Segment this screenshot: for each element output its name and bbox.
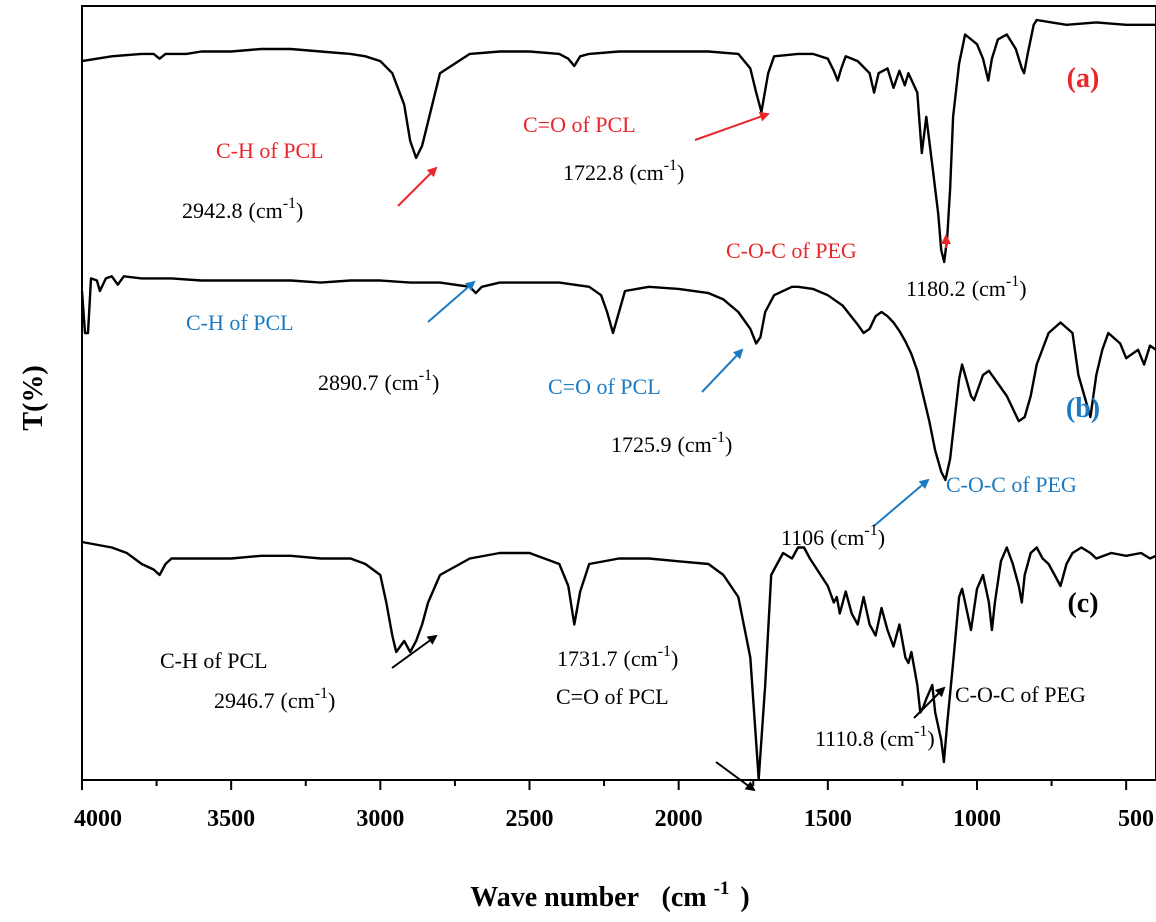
annotation-13: C-H of PCL — [160, 648, 268, 673]
annotation-8-unit-sup: -1 — [419, 367, 432, 384]
annotation-13-text: C-H of PCL — [160, 648, 268, 673]
x-axis-title-unit: (cm — [662, 882, 707, 913]
annotation-15-unit-close: ) — [671, 646, 678, 671]
annotation-5: C-O-C of PEG — [726, 238, 857, 263]
annotation-14-unit-sup: -1 — [315, 685, 328, 702]
annotation-8-unit: (cm — [385, 370, 419, 395]
trace-line-1 — [81, 18, 1156, 264]
annotation-4-text: 1722.8 — [563, 160, 624, 185]
trace-label-3: (c) — [1067, 588, 1098, 619]
annotation-arrow-6 — [873, 478, 930, 527]
annotation-12-text: 1106 — [781, 525, 824, 550]
annotation-12-unit-sup: -1 — [864, 522, 877, 539]
annotation-15: 1731.7 (cm-1) — [557, 643, 678, 671]
x-tick-label-1000: 1000 — [953, 806, 1001, 832]
annotation-14-unit: (cm — [281, 688, 315, 713]
annotation-12-unit: (cm — [830, 525, 864, 550]
annotation-18: 1110.8 (cm-1) — [815, 723, 935, 751]
annotation-arrow-2 — [694, 111, 770, 141]
annotation-1: C-H of PCL — [216, 138, 324, 163]
annotation-6: 1180.2 (cm-1) — [906, 273, 1027, 301]
annotation-12: 1106 (cm-1) — [781, 522, 885, 550]
annotation-10-unit-close: ) — [725, 432, 732, 457]
annotation-4-unit-sup: -1 — [664, 157, 677, 174]
trace-line-2 — [80, 275, 1156, 482]
x-tick-label-4000: 4000 — [74, 806, 122, 832]
annotation-11-text: C-O-C of PEG — [946, 472, 1077, 497]
x-tick-label-3500: 3500 — [207, 806, 255, 832]
annotation-2: 2942.8 (cm-1) — [182, 195, 303, 223]
annotation-4-unit-close: ) — [677, 160, 684, 185]
trace-label-1: (a) — [1067, 63, 1100, 94]
annotation-15-unit-sup: -1 — [658, 643, 671, 660]
annotation-8: 2890.7 (cm-1) — [318, 367, 439, 395]
x-axis-title-main: Wave number — [470, 882, 638, 913]
annotation-6-unit-close: ) — [1019, 276, 1026, 301]
y-axis-title: T(%) — [18, 365, 49, 430]
plot-frame — [81, 5, 1156, 781]
annotation-arrow-4 — [427, 280, 476, 323]
annotation-2-unit: (cm — [249, 198, 283, 223]
annotation-18-text: 1110.8 — [815, 726, 874, 751]
annotation-3: C=O of PCL — [523, 112, 636, 137]
x-axis-title-unit-sup: -1 — [714, 878, 730, 899]
annotation-6-unit: (cm — [972, 276, 1006, 301]
annotation-8-text: 2890.7 — [318, 370, 379, 395]
annotation-2-unit-close: ) — [296, 198, 303, 223]
annotation-arrows — [391, 111, 951, 792]
annotation-16-text: C=O of PCL — [556, 684, 669, 709]
annotation-10-text: 1725.9 — [611, 432, 672, 457]
annotation-7-text: C-H of PCL — [186, 310, 294, 335]
annotation-18-unit: (cm — [880, 726, 914, 751]
annotation-14-unit-close: ) — [328, 688, 335, 713]
x-tick-label-500: 500 — [1118, 806, 1154, 832]
x-tick-label-1500: 1500 — [804, 806, 852, 832]
annotation-17-text: C-O-C of PEG — [955, 682, 1086, 707]
annotation-arrow-7 — [391, 634, 438, 669]
x-tick-label-2500: 2500 — [506, 806, 554, 832]
annotation-9-text: C=O of PCL — [548, 374, 661, 399]
annotation-12-unit-close: ) — [878, 525, 885, 550]
annotation-18-unit-close: ) — [927, 726, 934, 751]
annotation-18-unit-sup: -1 — [914, 723, 927, 740]
annotation-2-text: 2942.8 — [182, 198, 243, 223]
x-axis: 4000 3500 3000 2500 2000 1500 1000 500 — [74, 780, 1154, 832]
spectra-traces — [80, 18, 1156, 781]
annotation-1-text: C-H of PCL — [216, 138, 324, 163]
annotation-15-unit: (cm — [624, 646, 658, 671]
annotation-arrow-9 — [913, 686, 946, 719]
annotation-10-unit-sup: -1 — [712, 429, 725, 446]
x-axis-title: Wave number (cm -1 ) — [470, 870, 750, 913]
x-tick-label-2000: 2000 — [655, 806, 703, 832]
trace-labels: (a) (b) (c) — [1066, 63, 1100, 619]
annotation-14: 2946.7 (cm-1) — [214, 685, 335, 713]
annotation-10-unit: (cm — [678, 432, 712, 457]
annotation-8-unit-close: ) — [432, 370, 439, 395]
annotation-5-text: C-O-C of PEG — [726, 238, 857, 263]
annotation-4: 1722.8 (cm-1) — [563, 157, 684, 185]
annotation-14-text: 2946.7 — [214, 688, 275, 713]
annotation-3-text: C=O of PCL — [523, 112, 636, 137]
annotation-10: 1725.9 (cm-1) — [611, 429, 732, 457]
trace-line-3 — [81, 540, 1156, 781]
annotation-2-unit-sup: -1 — [283, 195, 296, 212]
annotation-16: C=O of PCL — [556, 684, 669, 709]
annotation-arrow-1 — [397, 166, 438, 207]
annotation-arrow-5 — [701, 348, 744, 393]
annotation-7: C-H of PCL — [186, 310, 294, 335]
annotation-9: C=O of PCL — [548, 374, 661, 399]
x-tick-label-3000: 3000 — [356, 806, 404, 832]
annotation-arrow-8 — [715, 761, 756, 792]
trace-label-2: (b) — [1066, 393, 1100, 424]
annotation-4-unit: (cm — [630, 160, 664, 185]
annotation-6-text: 1180.2 — [906, 276, 966, 301]
annotation-17: C-O-C of PEG — [955, 682, 1086, 707]
annotation-11: C-O-C of PEG — [946, 472, 1077, 497]
annotation-15-text: 1731.7 — [557, 646, 618, 671]
x-axis-title-unit-close: ) — [740, 882, 749, 913]
annotation-6-unit-sup: -1 — [1006, 273, 1019, 290]
